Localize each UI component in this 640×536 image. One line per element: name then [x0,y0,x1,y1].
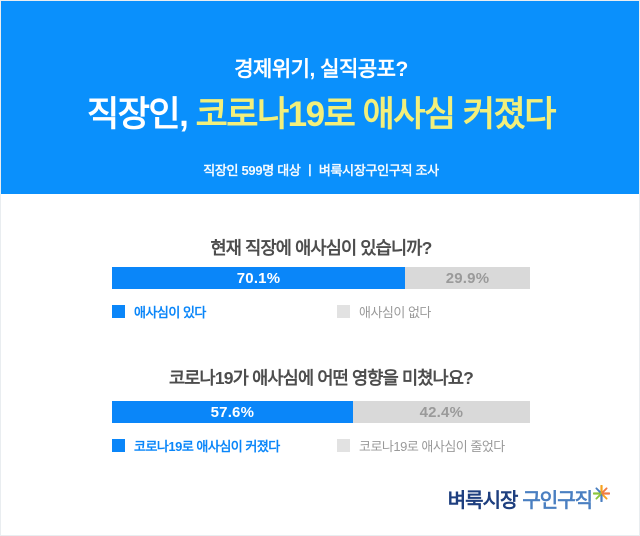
question-1-bar-chart: 70.1% 29.9% [112,267,530,289]
bar-segment-decreased: 42.4% [352,401,530,423]
bar-segment-no: 29.9% [405,267,530,289]
legend-label: 애사심이 없다 [359,305,431,320]
gray-swatch-icon [337,305,350,318]
legend-item-yes: 애사심이 있다 [112,302,206,321]
header-title-highlight: 코로나19로 애사심 커졌다 [195,95,557,134]
bar-segment-increased: 57.6% [112,401,353,423]
question-2-bar-chart: 57.6% 42.4% [112,401,530,423]
legend-label: 코로나19로 애사심이 줄었다 [359,439,505,454]
legend-item-increased: 코로나19로 애사심이 커졌다 [112,436,280,455]
question-2-legend: 코로나19로 애사심이 커졌다 코로나19로 애사심이 줄었다 [112,436,572,455]
legend-item-no: 애사심이 없다 [337,302,431,321]
header-banner: 경제위기, 실직공포? 직장인, 코로나19로 애사심 커졌다 직장인 599명… [1,1,639,194]
brand-logo-secondary: 구인구직 [522,490,593,512]
bar-segment-yes: 70.1% [112,267,406,289]
legend-label: 코로나19로 애사심이 커졌다 [134,439,280,454]
blue-swatch-icon [112,439,125,452]
survey-meta: 직장인 599명 대상 ㅣ 벼룩시장구인구직 조사 [203,162,439,178]
legend-item-decreased: 코로나19로 애사심이 줄었다 [337,436,505,455]
sparkle-icon [593,485,610,502]
brand-logo: 벼룩시장 구인구직 [447,485,610,512]
brand-logo-primary: 벼룩시장 [447,490,519,512]
header-title: 직장인, 코로나19로 애사심 커졌다 [1,95,639,135]
question-1-title: 현재 직장에 애사심이 있습니까? [210,238,433,258]
question-2-title: 코로나19가 애사심에 어떤 영향을 미쳤나요? [168,368,474,388]
blue-swatch-icon [112,305,125,318]
question-1-legend: 애사심이 있다 애사심이 없다 [112,302,572,321]
gray-swatch-icon [337,439,350,452]
header-title-prefix: 직장인, [87,95,196,134]
header-subtitle: 경제위기, 실직공포? [234,58,408,81]
legend-label: 애사심이 있다 [134,305,206,320]
